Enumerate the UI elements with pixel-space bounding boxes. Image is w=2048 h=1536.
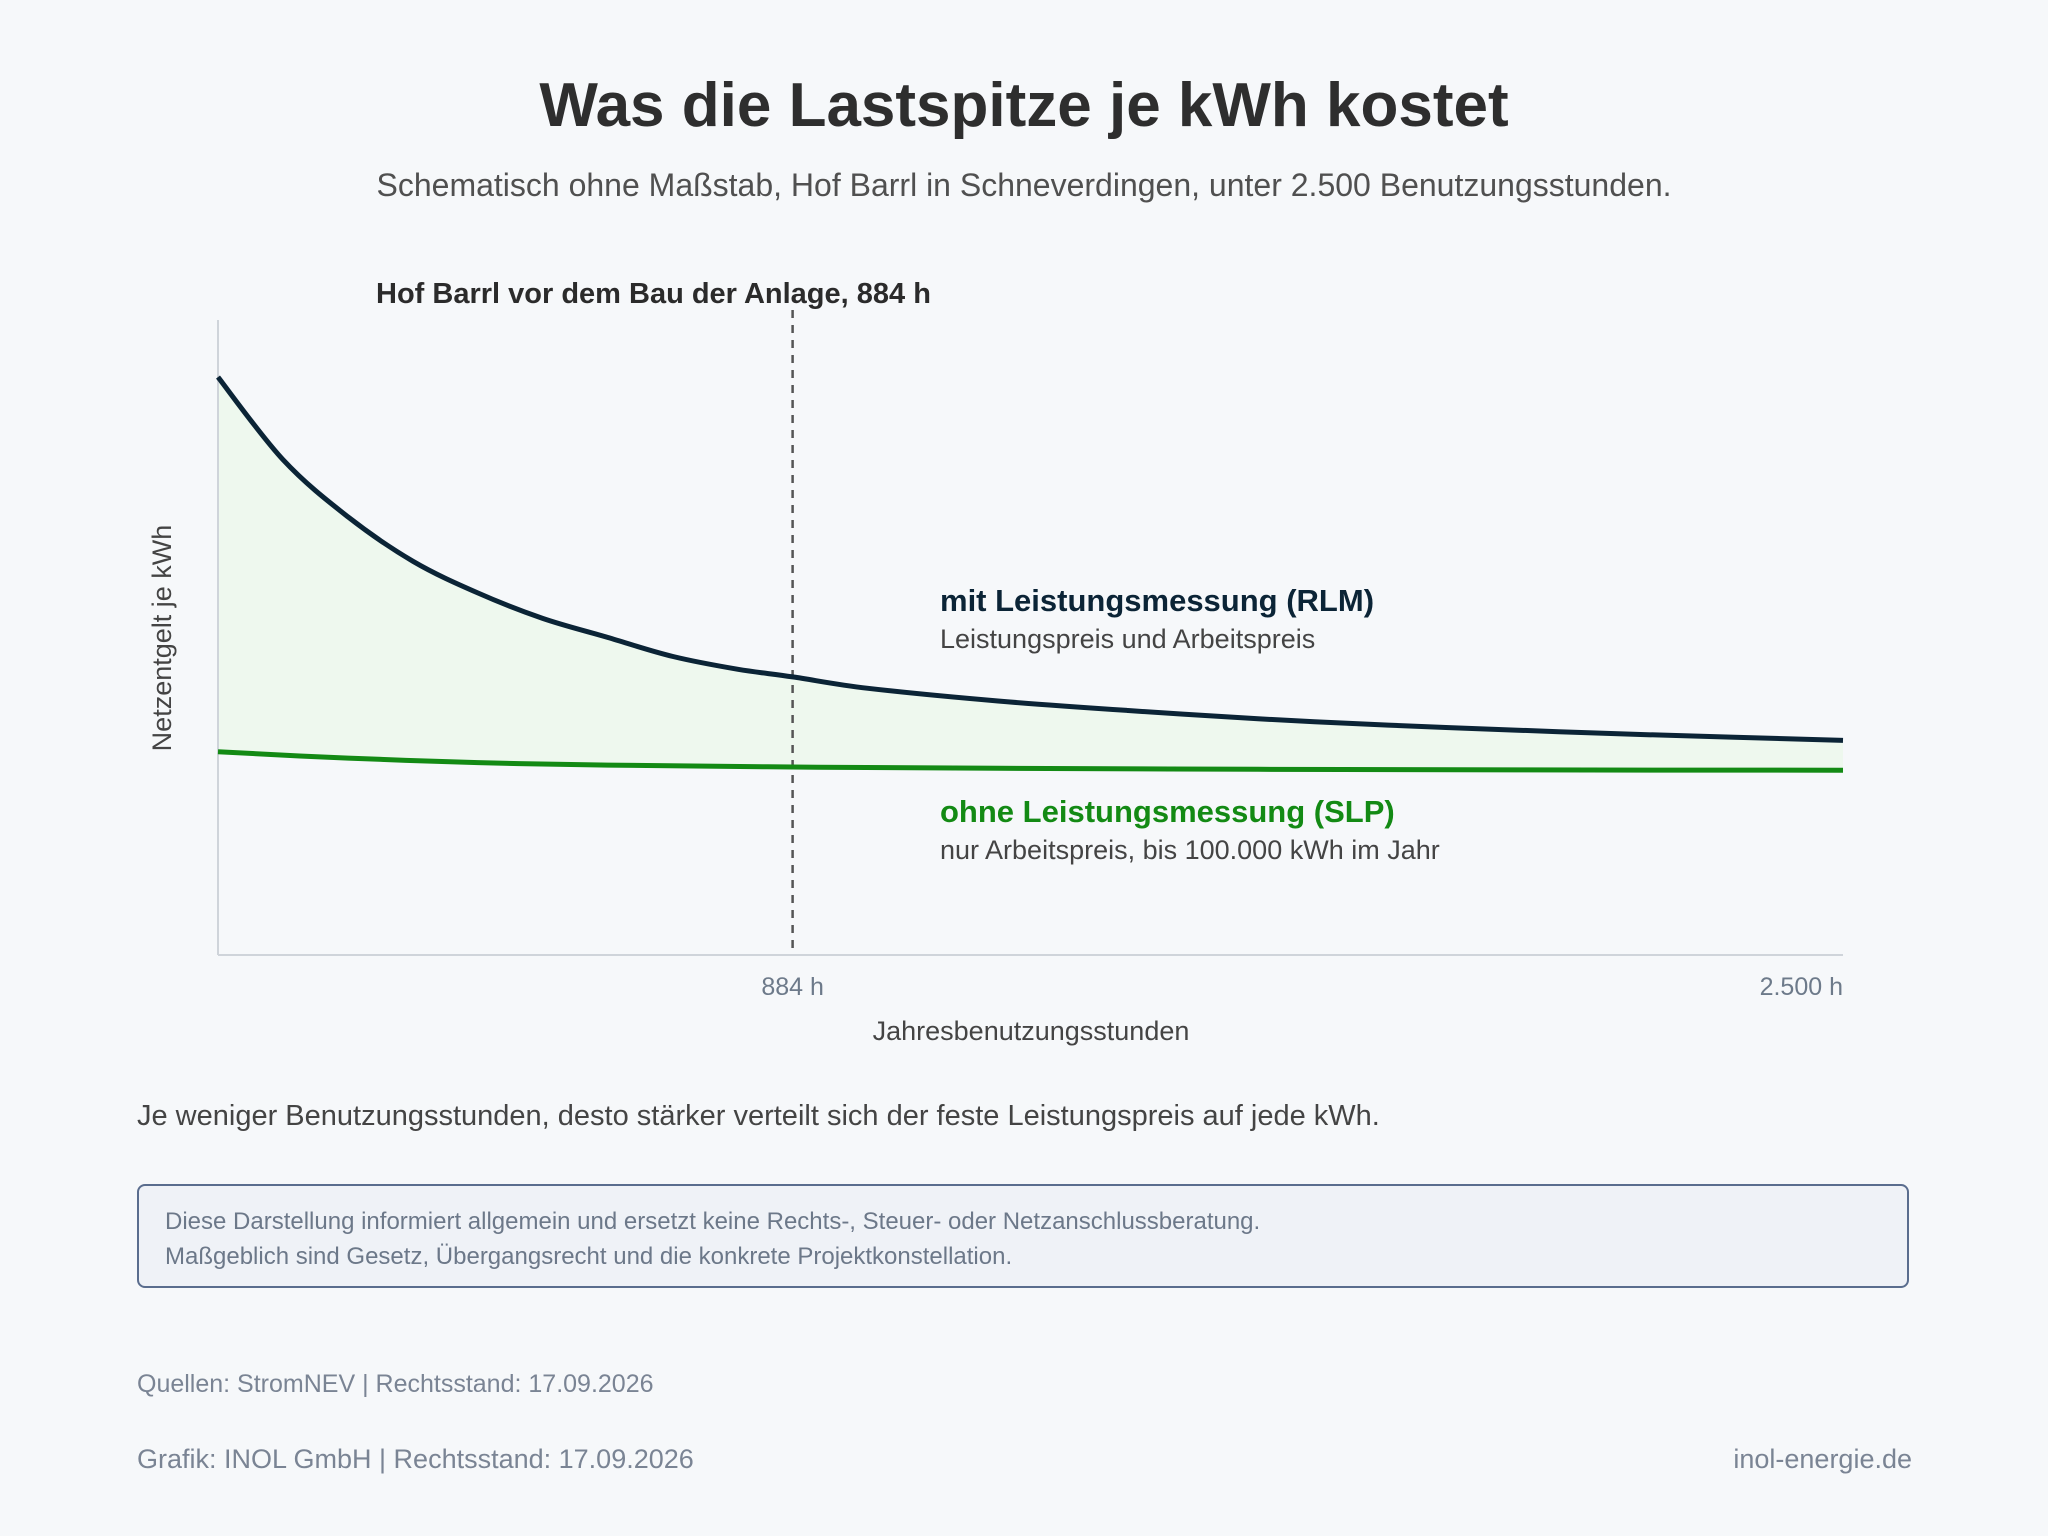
chart-caption: Je weniger Benutzungsstunden, desto stär… [137, 1100, 1380, 1132]
series-line-slp [217, 749, 1844, 773]
x-axis-title: Jahresbenutzungsstunden [873, 1016, 1190, 1046]
area-between-series [218, 377, 1843, 771]
line-chart: Hof Barrl vor dem Bau der Anlage, 884 h m… [147, 278, 1844, 1046]
website-link[interactable]: inol-energie.de [1733, 1444, 1912, 1474]
y-axis-title: Netzentgelt je kWh [147, 525, 177, 752]
series-note-rlm: Leistungspreis und Arbeitspreis [940, 624, 1315, 654]
sources-line: Quellen: StromNEV | Rechtsstand: 17.09.2… [137, 1370, 654, 1398]
series-note-slp: nur Arbeitspreis, bis 100.000 kWh im Jah… [940, 835, 1440, 865]
disclaimer-line-1: Diese Darstellung informiert allgemein u… [165, 1208, 1261, 1235]
series-line-rlm [216, 375, 1844, 743]
x-tick-label: 884 h [761, 973, 824, 1001]
reference-line-label: Hof Barrl vor dem Bau der Anlage, 884 h [376, 278, 931, 310]
credit-line: Grafik: INOL GmbH | Rechtsstand: 17.09.2… [137, 1444, 694, 1474]
series-label-rlm: mit Leistungsmessung (RLM) [940, 583, 1374, 618]
disclaimer-box: Diese Darstellung informiert allgemein u… [137, 1184, 1909, 1288]
page-subtitle: Schematisch ohne Maßstab, Hof Barrl in S… [376, 167, 1672, 203]
page-title: Was die Lastspitze je kWh kostet [539, 71, 1509, 140]
x-tick-label: 2.500 h [1760, 973, 1843, 1001]
disclaimer-line-2: Maßgeblich sind Gesetz, Übergangsrecht u… [165, 1243, 1013, 1270]
series-label-slp: ohne Leistungsmessung (SLP) [940, 794, 1395, 829]
